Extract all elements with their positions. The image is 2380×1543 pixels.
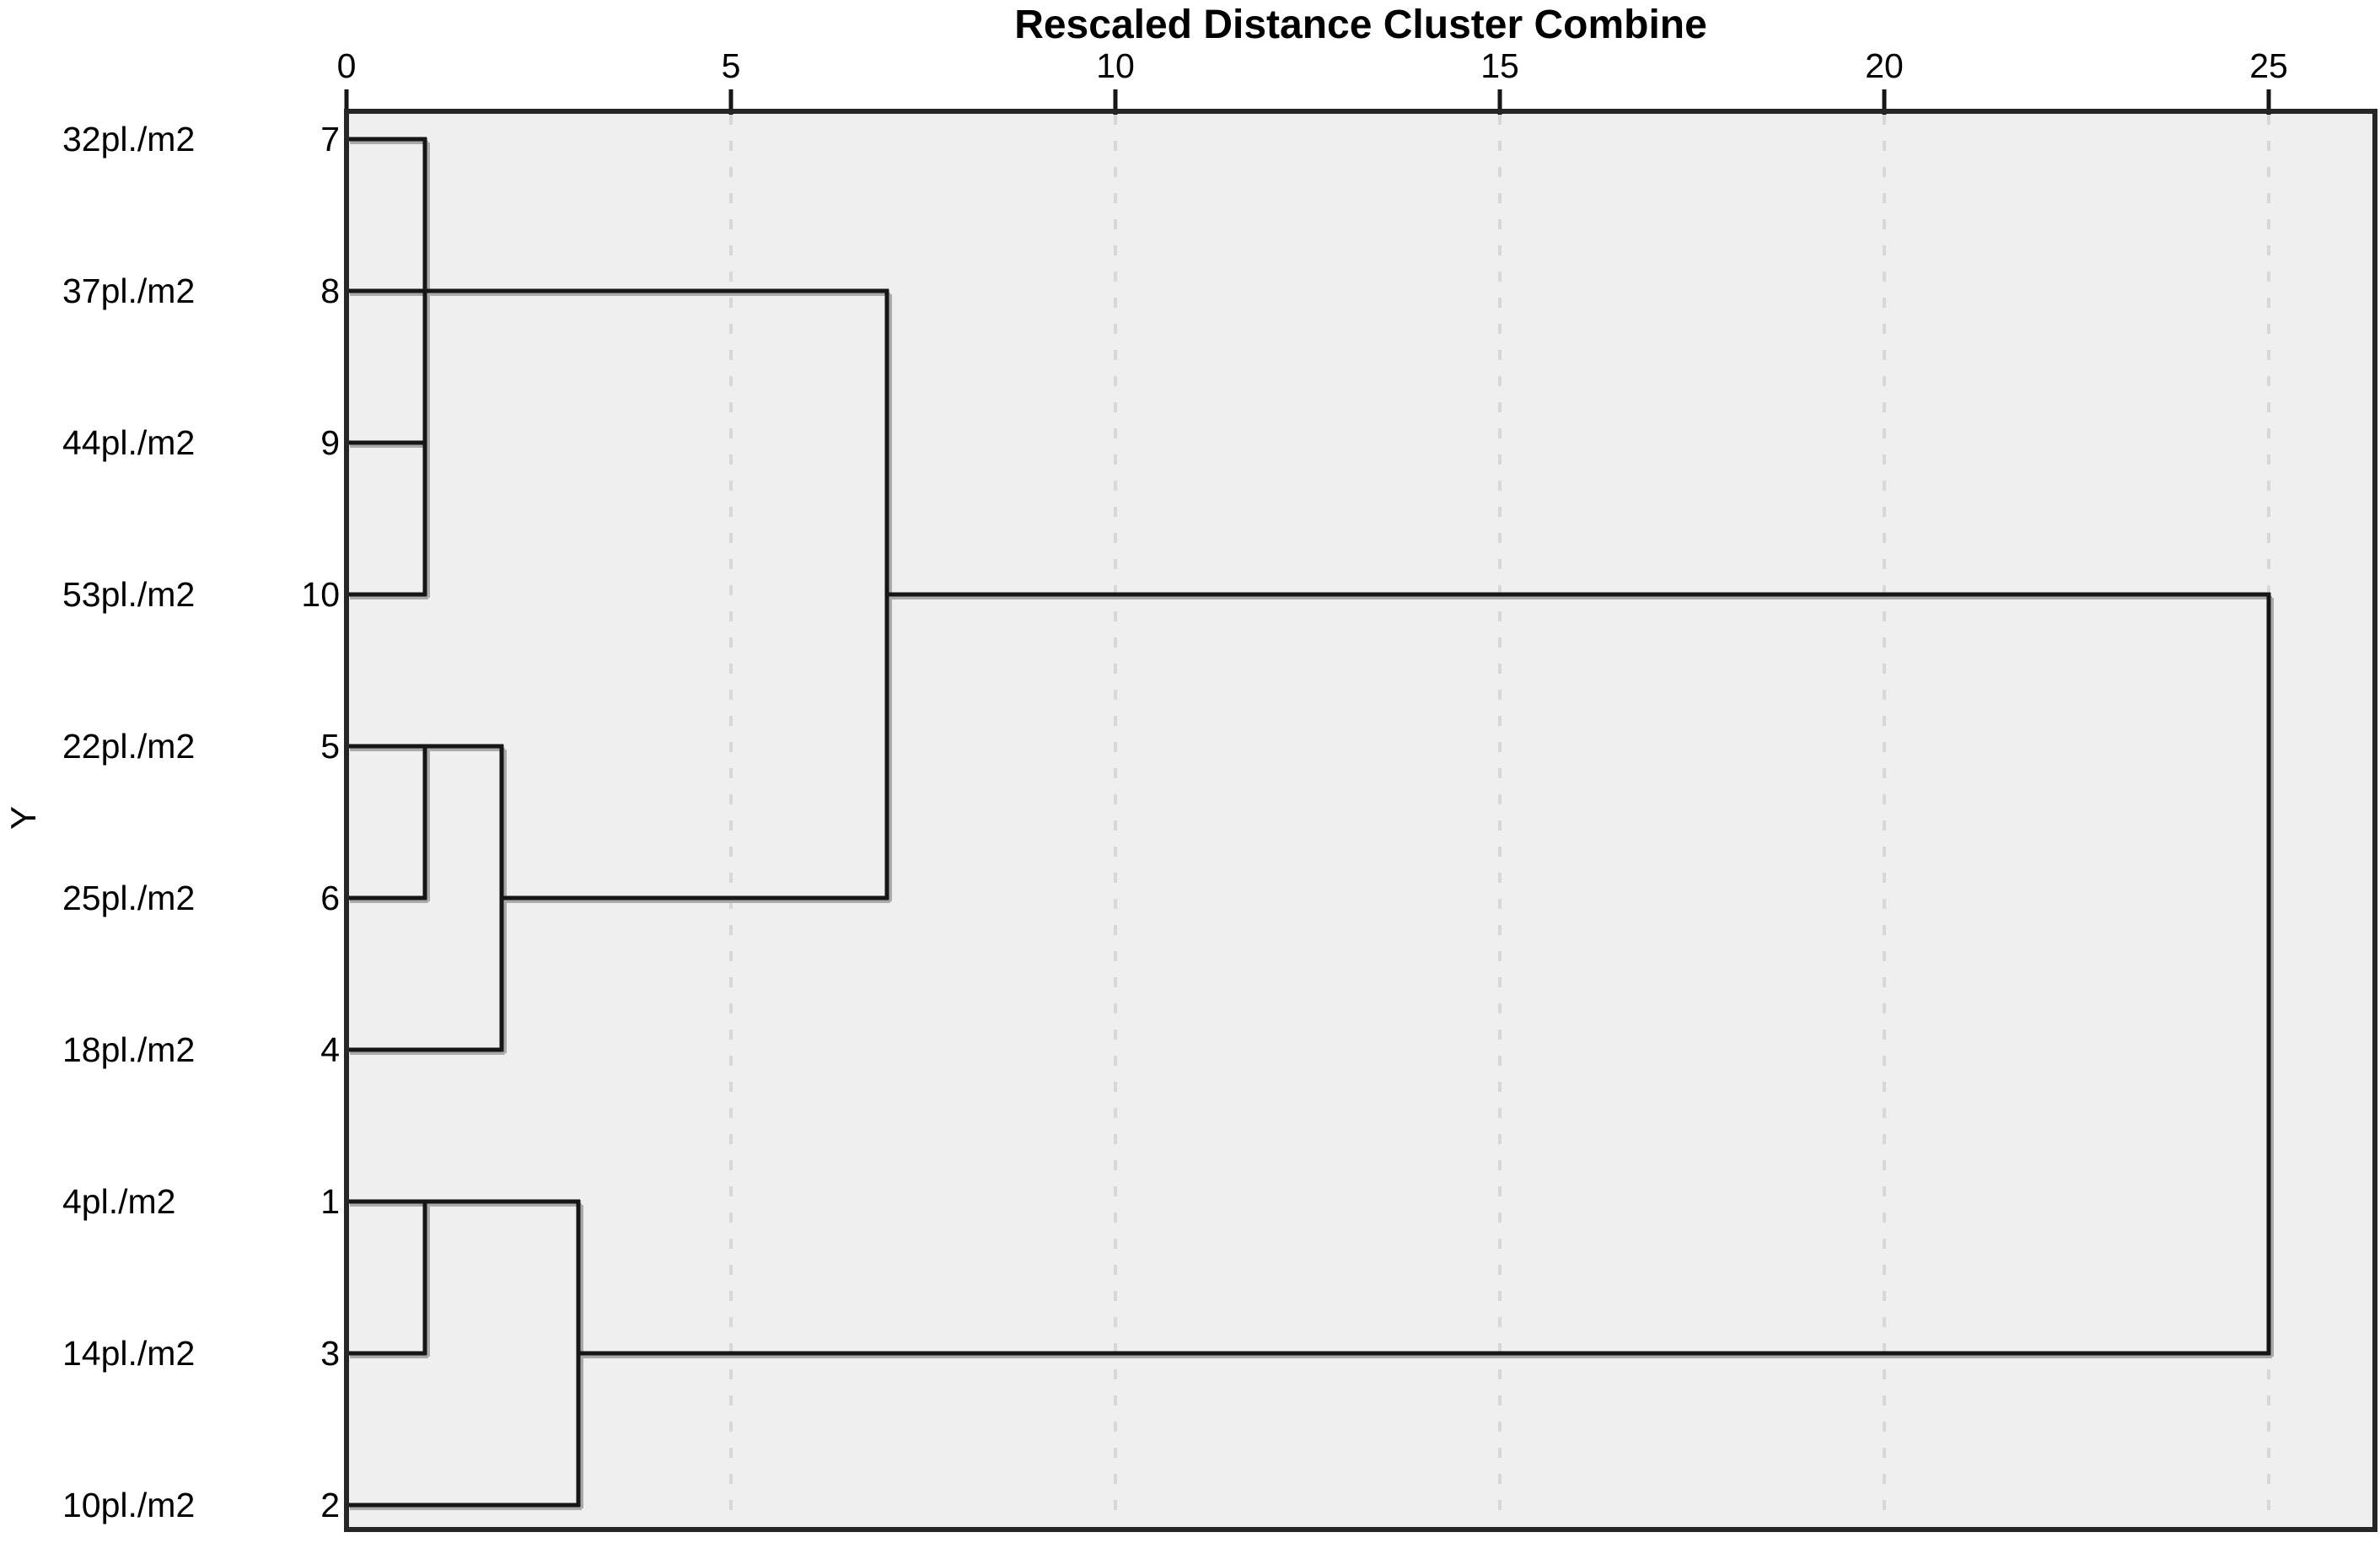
row-label: 32pl./m2 [62,120,196,159]
row-label: 37pl./m2 [62,272,196,310]
row-label: 53pl./m2 [62,575,196,614]
x-tick-label: 25 [2249,46,2288,85]
case-number-label: 1 [320,1182,340,1221]
row-label: 25pl./m2 [62,879,196,917]
x-tick-label: 10 [1096,46,1135,85]
case-number-label: 8 [320,272,340,310]
case-number-label: 10 [301,575,340,614]
row-label: 18pl./m2 [62,1030,196,1069]
case-number-label: 4 [320,1030,340,1069]
x-tick-label: 0 [336,46,357,85]
x-tick-label: 20 [1865,46,1904,85]
case-number-label: 5 [320,727,340,766]
row-label: 14pl./m2 [62,1334,196,1373]
chart-title: Rescaled Distance Cluster Combine [1014,3,1707,47]
case-number-label: 9 [320,423,340,462]
x-tick-label: 15 [1480,46,1519,85]
x-tick-label: 5 [721,46,741,85]
case-number-label: 3 [320,1334,340,1373]
row-label: 10pl./m2 [62,1486,196,1524]
case-number-label: 2 [320,1486,340,1524]
row-label: 22pl./m2 [62,727,196,766]
row-label: 4pl./m2 [62,1182,176,1221]
y-axis-title: Y [3,806,43,831]
case-number-label: 6 [320,879,340,917]
case-number-label: 7 [320,120,340,159]
row-label: 44pl./m2 [62,423,196,462]
